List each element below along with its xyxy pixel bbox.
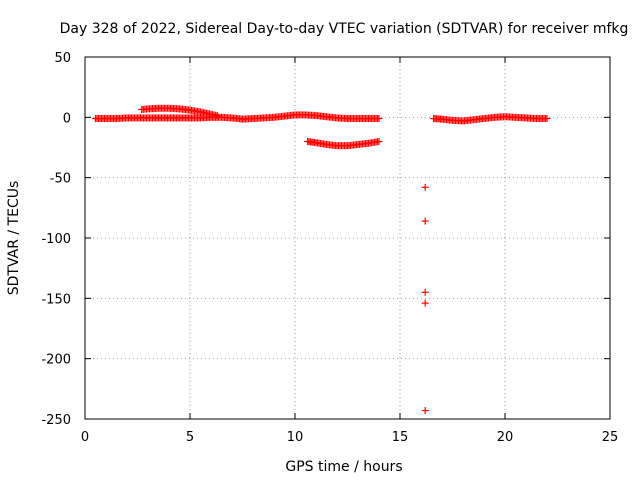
y-tick-label: -150 xyxy=(41,292,71,307)
y-tick-label: -200 xyxy=(41,353,71,368)
chart-title: Day 328 of 2022, Sidereal Day-to-day VTE… xyxy=(60,21,629,37)
y-tick-label: -250 xyxy=(41,413,71,428)
x-tick-label: 0 xyxy=(81,430,89,445)
grid-layer xyxy=(85,57,610,419)
points-layer xyxy=(92,104,551,415)
data-point xyxy=(213,112,221,120)
data-point xyxy=(421,299,429,307)
tick-layer: 0 5 10 15 20 25 50 0 -50 -100 -150 -200 -250 xyxy=(41,51,618,445)
x-axis-label: GPS time / hours xyxy=(285,459,402,475)
data-point xyxy=(421,217,429,225)
x-tick-label: 5 xyxy=(186,430,194,445)
plot-frame xyxy=(84,56,611,420)
data-point xyxy=(421,183,429,191)
data-point xyxy=(375,137,383,145)
x-tick-label: 15 xyxy=(392,430,409,445)
y-tick-label: 0 xyxy=(63,111,71,126)
data-point xyxy=(421,407,429,415)
data-point xyxy=(421,288,429,296)
y-tick-label: -50 xyxy=(50,172,71,187)
data-point xyxy=(375,115,383,123)
data-point xyxy=(543,115,551,123)
y-tick-label: 50 xyxy=(54,51,71,66)
y-tick-label: -100 xyxy=(41,232,71,247)
x-tick-label: 25 xyxy=(602,430,619,445)
axis-layer xyxy=(84,56,611,420)
x-tick-label: 20 xyxy=(497,430,514,445)
y-axis-label: SDTVAR / TECUs xyxy=(6,181,22,296)
x-tick-label: 10 xyxy=(287,430,304,445)
